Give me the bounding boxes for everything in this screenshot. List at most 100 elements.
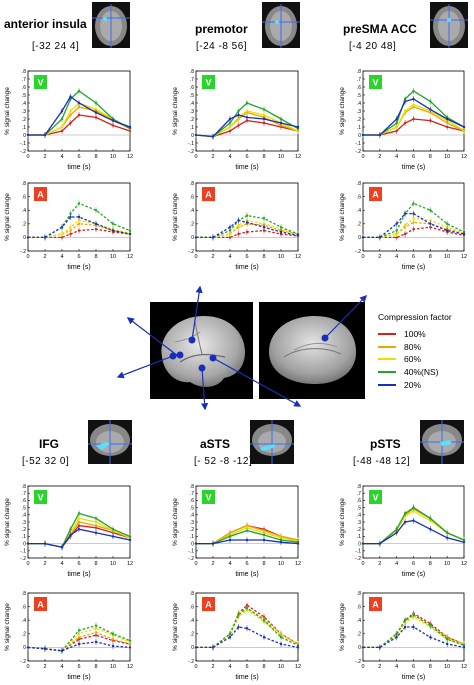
data-point (245, 606, 249, 610)
data-point (211, 646, 215, 649)
data-point (429, 226, 432, 229)
modality-badge-label: V (372, 493, 378, 503)
data-point (245, 101, 249, 105)
data-point (94, 640, 98, 644)
data-point (412, 228, 415, 231)
data-point (445, 125, 449, 129)
data-point (77, 89, 81, 93)
y-tick-label: 0 (358, 235, 361, 241)
plot-ifg-visual: -.2 -.1 0.1.2.3.4.5.6.7.8 0 2 4 6 8 10 12 time (s)… (0, 480, 140, 580)
data-point (429, 108, 432, 111)
y-tick-label: .8 (190, 181, 194, 187)
data-point (412, 221, 415, 224)
data-point (69, 229, 72, 232)
y-tick-label: .2 (357, 117, 361, 123)
y-tick-label: .2 (357, 527, 361, 533)
data-point (94, 524, 98, 527)
y-axis-label: % signal change (172, 87, 179, 135)
y-tick-label: -.2 (20, 149, 26, 155)
data-point (228, 129, 232, 133)
data-point (94, 517, 98, 520)
y-tick-label: .5 (22, 93, 26, 99)
x-axis-label: time (s) (235, 164, 258, 171)
data-point (412, 97, 415, 101)
y-tick-label: .1 (357, 125, 361, 131)
data-point (245, 529, 249, 532)
y-tick-label: 0 (191, 645, 194, 651)
y-tick-label: .1 (357, 534, 361, 540)
data-point (237, 113, 240, 117)
x-tick-label: 2 (378, 664, 381, 670)
data-point (43, 236, 47, 239)
data-point (77, 642, 81, 646)
y-tick-label: .6 (357, 498, 361, 504)
data-point (128, 639, 132, 642)
data-point (237, 625, 240, 629)
data-point (94, 531, 98, 534)
data-point (395, 121, 398, 125)
plot-asts-auditory: -.2 0.2.4.6.8 0 2 4 6 8 10 12 time (s)% signal ch… (168, 587, 308, 683)
data-point (228, 636, 232, 639)
x-tick-label: 12 (295, 664, 301, 670)
y-tick-label: .3 (22, 520, 26, 526)
x-tick-label: 6 (77, 664, 80, 670)
y-axis-label: % signal change (172, 498, 179, 546)
x-tick-label: 6 (412, 664, 415, 670)
data-point (445, 531, 449, 534)
data-point (245, 119, 249, 122)
x-tick-label: 8 (429, 561, 432, 567)
y-tick-label: .6 (190, 498, 194, 504)
x-tick-label: 0 (361, 561, 364, 567)
data-point (412, 625, 415, 629)
data-point (111, 632, 115, 635)
x-tick-label: 0 (194, 664, 197, 670)
y-tick-label: .4 (357, 618, 361, 624)
data-point (237, 109, 240, 113)
data-point (228, 538, 232, 542)
legend-label: 20% (404, 379, 422, 390)
data-point (245, 109, 249, 113)
data-point (128, 535, 132, 538)
plot-anterior-insula-auditory: -.2 0.2.4.6.8 0 2 4 6 8 10 12 time (s)% signal ch… (0, 177, 140, 273)
x-tick-label: 10 (278, 254, 284, 260)
data-point (60, 109, 64, 113)
series-line-3 (28, 90, 131, 136)
region-coords-presma-acc: [-4 20 48] (349, 41, 397, 52)
series-line-3 (196, 214, 299, 239)
y-tick-label: -.1 (20, 549, 26, 555)
legend-swatch (378, 371, 396, 374)
y-tick-label: .4 (357, 101, 361, 107)
x-tick-label: 10 (444, 561, 450, 567)
data-point (445, 638, 449, 641)
data-point (262, 229, 266, 232)
data-point (43, 133, 47, 137)
data-point (395, 229, 398, 232)
y-tick-label: .4 (190, 513, 194, 519)
y-tick-label: .8 (22, 484, 26, 490)
y-tick-label: .1 (190, 534, 194, 540)
y-tick-label: .4 (22, 618, 26, 624)
y-tick-label: 0 (191, 235, 194, 241)
data-point (237, 232, 240, 236)
x-tick-label: 4 (395, 664, 398, 670)
x-tick-label: 4 (395, 154, 398, 160)
y-tick-label: .2 (357, 632, 361, 638)
series-line-2 (363, 616, 465, 649)
y-axis-label: % signal change (4, 603, 11, 651)
x-tick-label: 10 (278, 664, 284, 670)
y-tick-label: .2 (22, 632, 26, 638)
data-point (77, 219, 81, 222)
plot-ifg-auditory: -.2 0.2.4.6.8 0 2 4 6 8 10 12 time (s)% signal ch… (0, 587, 140, 683)
y-tick-label: -.2 (355, 149, 361, 155)
modality-badge (369, 597, 382, 611)
y-tick-label: .4 (190, 618, 194, 624)
x-tick-label: 6 (245, 561, 248, 567)
x-tick-label: 2 (378, 254, 381, 260)
x-tick-label: 6 (412, 561, 415, 567)
data-point (69, 121, 72, 125)
modality-badge (34, 597, 47, 611)
x-tick-label: 4 (228, 561, 231, 567)
data-point (228, 232, 232, 236)
